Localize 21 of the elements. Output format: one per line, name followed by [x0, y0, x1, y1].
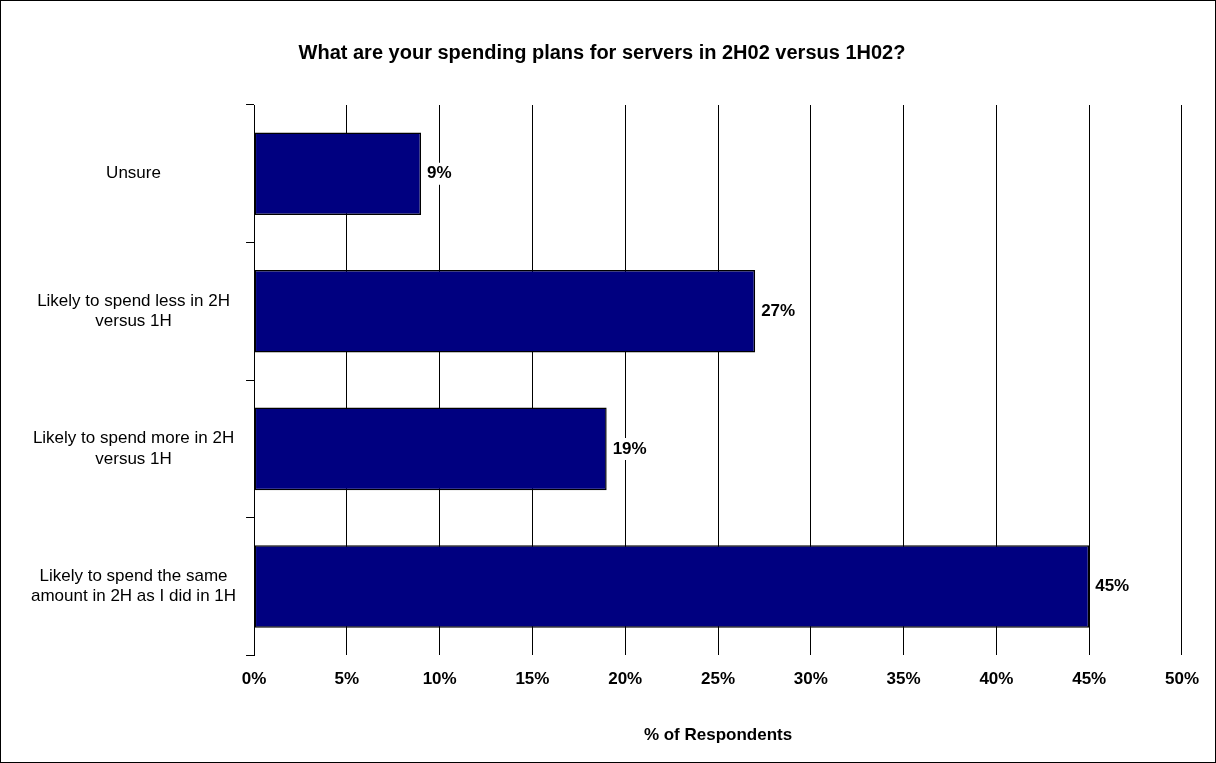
x-tick-label: 40%: [979, 669, 1014, 689]
x-tick-label: 0%: [241, 669, 267, 689]
x-tick-label: 45%: [1072, 669, 1107, 689]
y-tick-label: Likely to spend more in 2H versus 1H: [32, 428, 235, 468]
chart-title: What are your spending plans for servers in 2H02 versus 1H02?: [298, 40, 906, 63]
x-tick-label: 15%: [515, 669, 550, 689]
y-tick-label: Likely to spend the same amount in 2H as I did in 1H: [31, 565, 237, 606]
x-tick-label: 5%: [334, 669, 360, 689]
x-tick-label: 20%: [608, 669, 643, 689]
y-tick-label: Likely to spend less in 2H versus 1H: [37, 290, 230, 331]
x-tick-label: 50%: [1164, 669, 1199, 689]
x-tick-label: 25%: [701, 669, 736, 689]
data-label: 45%: [1095, 576, 1130, 596]
x-tick-label: 35%: [886, 669, 921, 689]
y-tick-label: Unsure: [106, 163, 161, 183]
data-label: 9%: [427, 163, 452, 183]
x-tick-label: 10%: [422, 669, 457, 689]
data-label: 27%: [761, 301, 796, 321]
x-tick-label: 30%: [793, 669, 828, 689]
x-axis-title: % of Respondents: [643, 725, 793, 745]
data-label: 19%: [612, 438, 647, 458]
